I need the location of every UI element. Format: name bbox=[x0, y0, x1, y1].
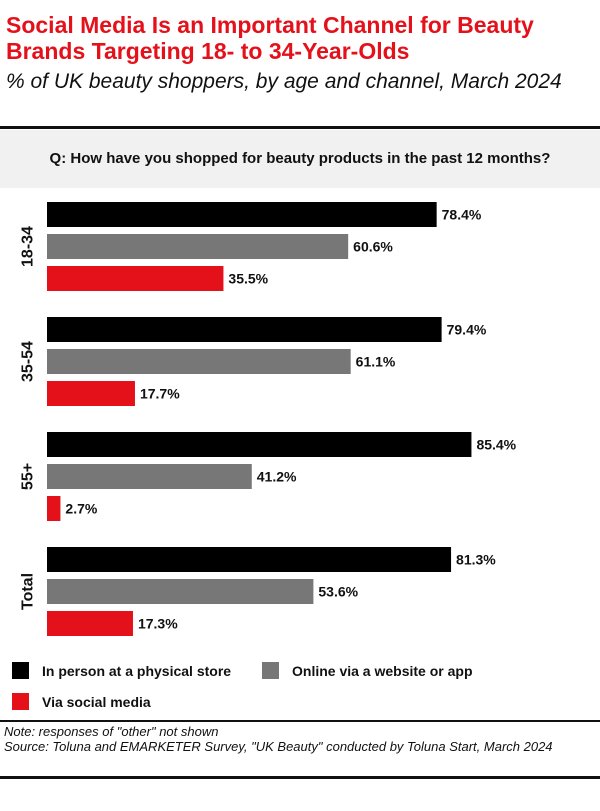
data-label-35-54-in-person-at-a-physical-store: 79.4% bbox=[447, 322, 487, 338]
bar-55-in-person-at-a-physical-store bbox=[47, 432, 472, 457]
category-label-total: Total bbox=[20, 573, 37, 610]
category-label-55: 55+ bbox=[20, 463, 37, 490]
survey-question: Q: How have you shopped for beauty produ… bbox=[49, 150, 551, 167]
bar-35-54-via-social-media bbox=[47, 381, 135, 406]
bar-35-54-in-person-at-a-physical-store bbox=[47, 317, 442, 342]
bar-total-via-social-media bbox=[47, 611, 133, 636]
bar-18-34-online-via-a-website-or-app bbox=[47, 234, 349, 259]
chart-title: Social Media Is an Important Channel for… bbox=[6, 12, 534, 64]
bottom-divider bbox=[0, 776, 600, 779]
bar-55-via-social-media bbox=[47, 496, 61, 521]
chart-subtitle: % of UK beauty shoppers, by age and chan… bbox=[6, 70, 562, 93]
category-label-18-34: 18-34 bbox=[20, 226, 37, 267]
data-label-35-54-via-social-media: 17.7% bbox=[140, 386, 180, 402]
legend-swatch-online bbox=[262, 662, 279, 679]
bar-18-34-in-person-at-a-physical-store bbox=[47, 202, 437, 227]
bar-55-online-via-a-website-or-app bbox=[47, 464, 252, 489]
legend-item-online: Online via a website or app bbox=[262, 662, 473, 679]
legend-item-social-media: Via social media bbox=[12, 693, 151, 710]
chart-legend: In person at a physical store Online via… bbox=[12, 660, 592, 720]
category-label-35-54: 35-54 bbox=[20, 341, 37, 382]
footer-divider bbox=[0, 720, 600, 722]
data-label-55-via-social-media: 2.7% bbox=[65, 501, 97, 517]
bar-18-34-via-social-media bbox=[47, 266, 224, 291]
data-label-18-34-online-via-a-website-or-app: 60.6% bbox=[353, 239, 393, 255]
data-label-total-online-via-a-website-or-app: 53.6% bbox=[318, 584, 358, 600]
chart-notes: Note: responses of "other" not shown Sou… bbox=[4, 724, 596, 754]
data-label-18-34-in-person-at-a-physical-store: 78.4% bbox=[442, 207, 482, 223]
legend-swatch-in-person bbox=[12, 662, 29, 679]
source-text: Source: Toluna and EMARKETER Survey, "UK… bbox=[4, 739, 553, 754]
data-label-total-via-social-media: 17.3% bbox=[138, 616, 178, 632]
bar-chart: 18-34 78.4% 60.6% 35.5% 35-54 79.4% 61.1% 17.7%… bbox=[20, 202, 517, 636]
bar-total-online-via-a-website-or-app bbox=[47, 579, 314, 604]
data-label-55-in-person-at-a-physical-store: 85.4% bbox=[476, 437, 516, 453]
legend-swatch-social-media bbox=[12, 693, 29, 710]
data-label-total-in-person-at-a-physical-store: 81.3% bbox=[456, 552, 496, 568]
data-label-55-online-via-a-website-or-app: 41.2% bbox=[257, 469, 297, 485]
bar-total-in-person-at-a-physical-store bbox=[47, 547, 452, 572]
legend-item-in-person: In person at a physical store bbox=[12, 662, 231, 679]
note-text: Note: responses of "other" not shown bbox=[4, 724, 219, 739]
bar-35-54-online-via-a-website-or-app bbox=[47, 349, 351, 374]
legend-label-in-person: In person at a physical store bbox=[42, 662, 232, 679]
data-label-18-34-via-social-media: 35.5% bbox=[228, 271, 268, 287]
top-divider bbox=[0, 126, 600, 129]
data-label-35-54-online-via-a-website-or-app: 61.1% bbox=[356, 354, 396, 370]
legend-label-online: Online via a website or app bbox=[292, 662, 473, 679]
question-band bbox=[0, 130, 600, 188]
legend-label-social-media: Via social media bbox=[42, 693, 151, 710]
